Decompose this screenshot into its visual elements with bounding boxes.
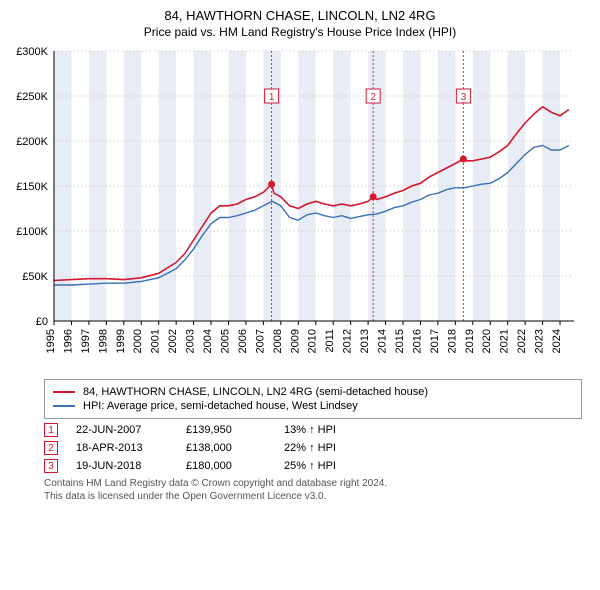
svg-text:£300K: £300K — [16, 46, 48, 58]
footnote-line: This data is licensed under the Open Gov… — [44, 490, 582, 503]
legend-swatch — [53, 405, 75, 407]
svg-text:3: 3 — [461, 92, 467, 103]
svg-text:1998: 1998 — [97, 329, 109, 353]
svg-text:2010: 2010 — [307, 329, 319, 353]
footnote-line: Contains HM Land Registry data © Crown c… — [44, 477, 582, 490]
svg-text:2023: 2023 — [534, 329, 546, 353]
chart-area: £0 £50K £100K £150K £200K £250K £300K 1 2 3 1995 19… — [10, 43, 590, 373]
svg-text:2019: 2019 — [464, 329, 476, 353]
event-price: £139,950 — [186, 424, 266, 436]
event-date: 19-JUN-2018 — [76, 460, 168, 472]
svg-text:2002: 2002 — [167, 329, 179, 353]
svg-text:2022: 2022 — [516, 329, 528, 353]
svg-text:2008: 2008 — [272, 329, 284, 353]
svg-text:1995: 1995 — [45, 329, 57, 353]
svg-text:2004: 2004 — [202, 329, 214, 353]
svg-text:£0: £0 — [36, 316, 48, 328]
svg-text:2000: 2000 — [132, 329, 144, 353]
svg-text:2009: 2009 — [289, 329, 301, 353]
event-delta: 22% ↑ HPI — [284, 442, 336, 454]
svg-text:£50K: £50K — [22, 271, 48, 283]
event-price: £138,000 — [186, 442, 266, 454]
event-delta: 25% ↑ HPI — [284, 460, 336, 472]
svg-text:2005: 2005 — [219, 329, 231, 353]
svg-text:£150K: £150K — [16, 181, 48, 193]
svg-text:1997: 1997 — [80, 329, 92, 353]
svg-text:2001: 2001 — [150, 329, 162, 353]
line-chart: £0 £50K £100K £150K £200K £250K £300K 1 2 3 1995 19… — [10, 43, 590, 373]
event-marker: 2 — [44, 441, 58, 455]
event-delta: 13% ↑ HPI — [284, 424, 336, 436]
event-date: 18-APR-2013 — [76, 442, 168, 454]
svg-text:1: 1 — [269, 92, 275, 103]
legend: 84, HAWTHORN CHASE, LINCOLN, LN2 4RG (se… — [44, 379, 582, 419]
svg-text:2007: 2007 — [254, 329, 266, 353]
svg-text:2014: 2014 — [377, 329, 389, 353]
event-row: 2 18-APR-2013 £138,000 22% ↑ HPI — [44, 441, 582, 455]
svg-text:1996: 1996 — [62, 329, 74, 353]
svg-text:£250K: £250K — [16, 91, 48, 103]
svg-text:2021: 2021 — [499, 329, 511, 353]
svg-text:2013: 2013 — [359, 329, 371, 353]
svg-text:2016: 2016 — [411, 329, 423, 353]
legend-item: HPI: Average price, semi-detached house,… — [53, 400, 573, 412]
svg-text:2012: 2012 — [342, 329, 354, 353]
footnote: Contains HM Land Registry data © Crown c… — [44, 477, 582, 503]
svg-text:2015: 2015 — [394, 329, 406, 353]
svg-text:2006: 2006 — [237, 329, 249, 353]
legend-label: 84, HAWTHORN CHASE, LINCOLN, LN2 4RG (se… — [83, 386, 428, 398]
event-marker: 1 — [44, 423, 58, 437]
event-date: 22-JUN-2007 — [76, 424, 168, 436]
event-marker: 3 — [44, 459, 58, 473]
svg-text:1999: 1999 — [115, 329, 127, 353]
chart-subtitle: Price paid vs. HM Land Registry's House … — [0, 25, 600, 39]
chart-title: 84, HAWTHORN CHASE, LINCOLN, LN2 4RG — [0, 8, 600, 23]
svg-text:2: 2 — [370, 92, 376, 103]
event-row: 1 22-JUN-2007 £139,950 13% ↑ HPI — [44, 423, 582, 437]
legend-swatch — [53, 391, 75, 393]
legend-item: 84, HAWTHORN CHASE, LINCOLN, LN2 4RG (se… — [53, 386, 573, 398]
svg-text:2017: 2017 — [429, 329, 441, 353]
event-row: 3 19-JUN-2018 £180,000 25% ↑ HPI — [44, 459, 582, 473]
svg-text:£200K: £200K — [16, 136, 48, 148]
svg-text:2024: 2024 — [551, 329, 563, 353]
svg-text:2011: 2011 — [324, 329, 336, 353]
svg-text:2003: 2003 — [185, 329, 197, 353]
svg-text:2018: 2018 — [446, 329, 458, 353]
legend-label: HPI: Average price, semi-detached house,… — [83, 400, 358, 412]
svg-text:£100K: £100K — [16, 226, 48, 238]
event-price: £180,000 — [186, 460, 266, 472]
event-list: 1 22-JUN-2007 £139,950 13% ↑ HPI 2 18-APR-201… — [44, 423, 582, 473]
svg-text:2020: 2020 — [481, 329, 493, 353]
